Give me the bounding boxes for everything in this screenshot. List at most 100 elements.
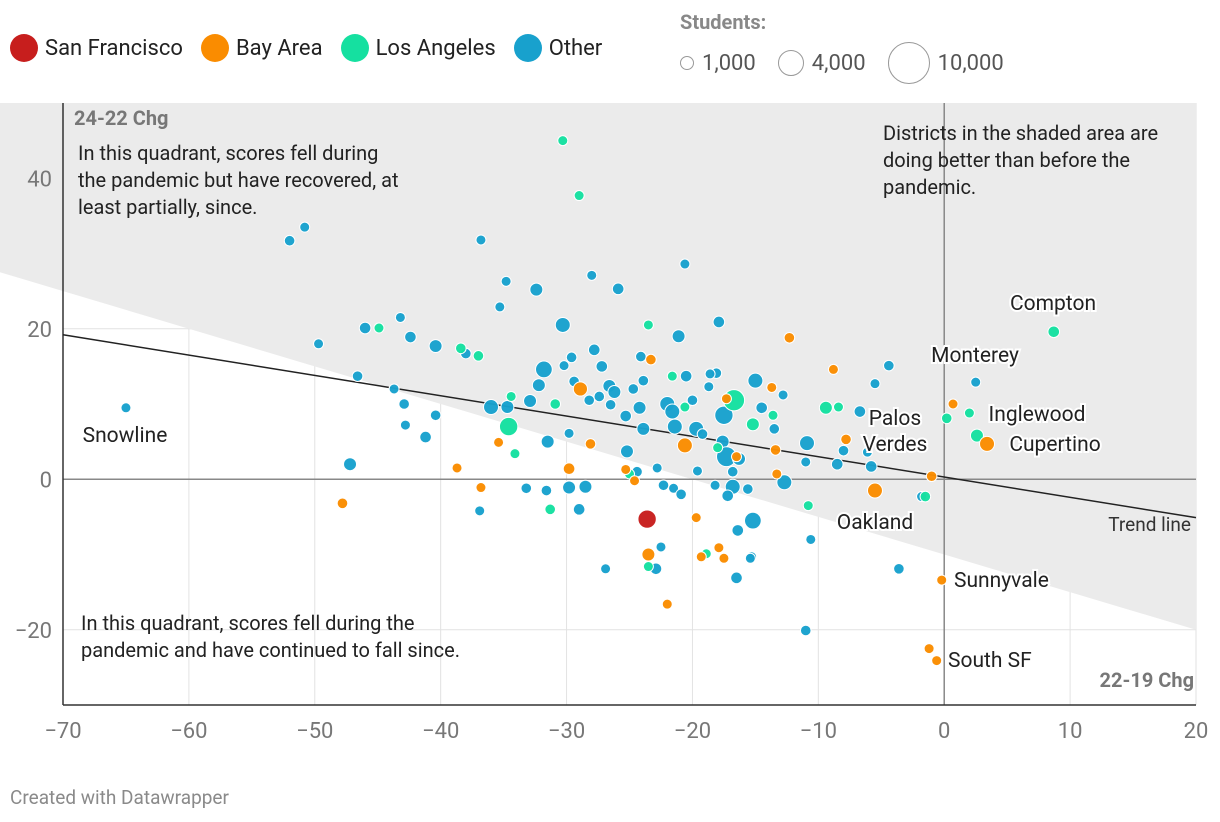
data-point[interactable] — [714, 405, 734, 425]
data-point[interactable] — [931, 655, 943, 667]
data-point[interactable] — [578, 479, 593, 494]
data-point[interactable] — [799, 624, 812, 637]
data-point[interactable] — [657, 479, 670, 492]
data-point[interactable] — [620, 463, 632, 475]
data-point[interactable] — [419, 430, 432, 444]
data-point[interactable] — [563, 427, 575, 439]
data-point[interactable] — [531, 378, 546, 393]
data-point[interactable] — [558, 360, 570, 372]
data-point[interactable] — [554, 316, 571, 333]
data-point[interactable] — [661, 598, 673, 610]
data-point[interactable] — [691, 465, 703, 477]
data-point[interactable] — [676, 437, 693, 454]
data-point[interactable] — [830, 457, 844, 471]
data-point[interactable] — [686, 394, 699, 407]
data-point[interactable] — [455, 342, 467, 355]
data-point[interactable] — [704, 368, 716, 380]
data-point[interactable] — [474, 505, 486, 517]
data-point[interactable] — [607, 384, 622, 399]
data-point[interactable] — [313, 338, 325, 350]
data-point[interactable] — [802, 500, 814, 512]
data-point[interactable] — [947, 398, 959, 410]
data-point[interactable] — [776, 474, 793, 491]
data-point[interactable] — [544, 503, 556, 516]
data-point[interactable] — [619, 409, 633, 423]
data-point[interactable] — [572, 381, 589, 397]
data-point[interactable] — [509, 448, 521, 460]
data-point[interactable] — [636, 421, 651, 436]
data-point[interactable] — [979, 435, 996, 452]
data-point[interactable] — [475, 482, 487, 494]
data-point[interactable] — [399, 419, 411, 431]
data-point[interactable] — [600, 563, 612, 575]
data-point[interactable] — [535, 360, 553, 379]
data-point[interactable] — [627, 383, 640, 395]
data-point[interactable] — [718, 552, 730, 564]
data-point[interactable] — [679, 258, 691, 270]
legend-item-other[interactable]: Other — [513, 34, 602, 62]
data-point[interactable] — [767, 409, 779, 421]
data-point[interactable] — [923, 643, 935, 655]
data-point[interactable] — [799, 435, 815, 452]
data-point[interactable] — [936, 574, 948, 586]
data-point[interactable] — [864, 460, 878, 473]
data-point[interactable] — [731, 451, 743, 463]
data-point[interactable] — [777, 389, 789, 401]
legend-item-bay-area[interactable]: Bay Area — [200, 34, 323, 62]
data-point[interactable] — [755, 401, 768, 415]
data-point[interactable] — [703, 381, 715, 393]
data-point[interactable] — [840, 433, 852, 446]
data-point[interactable] — [712, 442, 724, 454]
legend-item-los-angeles[interactable]: Los Angeles — [340, 34, 496, 62]
data-point[interactable] — [283, 234, 296, 247]
data-point[interactable] — [721, 489, 734, 503]
data-point[interactable] — [483, 399, 500, 416]
data-point[interactable] — [500, 400, 515, 415]
data-point[interactable] — [883, 359, 895, 372]
data-point[interactable] — [641, 547, 656, 562]
data-point[interactable] — [769, 444, 782, 456]
data-point[interactable] — [336, 497, 349, 510]
data-point[interactable] — [743, 511, 762, 530]
data-point[interactable] — [520, 482, 533, 495]
data-point[interactable] — [731, 524, 745, 537]
data-point[interactable] — [642, 319, 654, 331]
data-point[interactable] — [655, 541, 667, 553]
data-point[interactable] — [398, 398, 410, 410]
data-point[interactable] — [861, 446, 873, 458]
data-point[interactable] — [523, 393, 538, 408]
data-point[interactable] — [664, 403, 681, 420]
data-point[interactable] — [557, 135, 569, 147]
data-point[interactable] — [586, 269, 598, 281]
data-point[interactable] — [805, 533, 817, 545]
data-point[interactable] — [619, 444, 634, 459]
data-point[interactable] — [679, 401, 691, 413]
data-point[interactable] — [668, 482, 680, 494]
data-point[interactable] — [343, 457, 358, 472]
data-point[interactable] — [712, 315, 726, 329]
data-point[interactable] — [696, 428, 709, 440]
data-point[interactable] — [645, 353, 657, 366]
data-point[interactable] — [713, 542, 725, 554]
data-point[interactable] — [637, 509, 657, 529]
data-point[interactable] — [747, 372, 764, 389]
data-point[interactable] — [925, 470, 938, 483]
data-point[interactable] — [869, 378, 881, 390]
data-point[interactable] — [529, 282, 544, 297]
data-point[interactable] — [429, 409, 442, 422]
data-point[interactable] — [744, 552, 756, 564]
data-point[interactable] — [642, 561, 654, 573]
data-point[interactable] — [827, 363, 839, 375]
data-point[interactable] — [493, 436, 505, 448]
data-point[interactable] — [562, 480, 577, 495]
data-point[interactable] — [505, 390, 517, 402]
data-point[interactable] — [358, 321, 372, 335]
data-point[interactable] — [632, 400, 647, 415]
data-point[interactable] — [679, 369, 693, 383]
data-point[interactable] — [475, 234, 487, 246]
data-point[interactable] — [394, 311, 406, 323]
data-point[interactable] — [540, 434, 555, 449]
data-point[interactable] — [730, 571, 743, 585]
data-point[interactable] — [720, 393, 732, 405]
data-point[interactable] — [611, 282, 625, 296]
